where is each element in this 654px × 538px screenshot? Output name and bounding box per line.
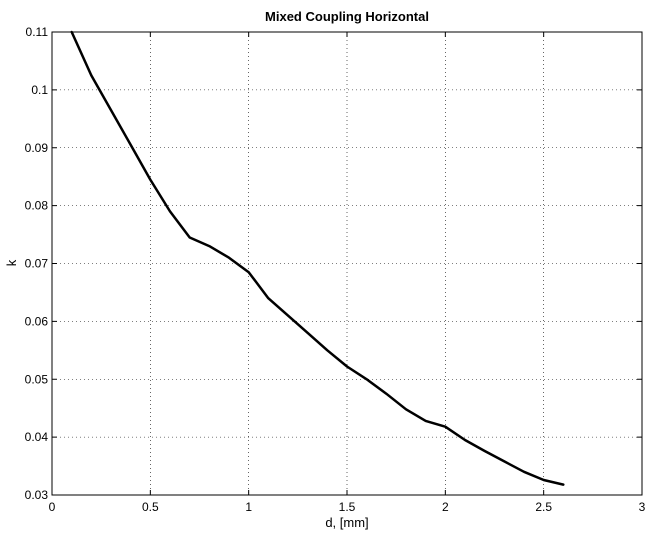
y-axis-label: k (4, 259, 19, 266)
x-tick-label: 1.5 (339, 500, 356, 514)
x-tick-labels: 0 0.5 1 1.5 2 2.5 3 (49, 500, 646, 514)
x-tick-label: 0.5 (142, 500, 159, 514)
chart-title: Mixed Coupling Horizontal (265, 9, 429, 24)
x-tick-label: 2 (442, 500, 449, 514)
ticks (51, 31, 643, 496)
x-tick-label: 0 (49, 500, 56, 514)
series-line (70, 30, 565, 486)
y-tick-label: 0.09 (25, 141, 49, 155)
y-tick-label: 0.08 (25, 199, 49, 213)
x-tick-label: 3 (639, 500, 646, 514)
x-tick-label: 1 (245, 500, 252, 514)
x-tick-label: 2.5 (535, 500, 552, 514)
y-tick-label: 0.1 (31, 83, 48, 97)
y-tick-label: 0.06 (25, 314, 49, 328)
x-axis-label: d, [mm] (325, 515, 368, 530)
y-tick-labels: 0.03 0.04 0.05 0.06 0.07 0.08 0.09 0.1 0.11 (25, 25, 49, 502)
y-tick-label: 0.11 (26, 25, 49, 39)
y-tick-label: 0.04 (25, 430, 49, 444)
series-layer (70, 30, 565, 486)
y-tick-label: 0.03 (25, 488, 49, 502)
y-tick-label: 0.07 (25, 257, 49, 271)
y-tick-label: 0.05 (25, 372, 49, 386)
